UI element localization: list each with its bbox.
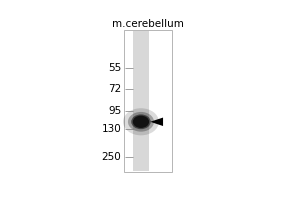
Text: 130: 130 [101,124,121,134]
Ellipse shape [123,108,159,135]
Text: 72: 72 [108,84,121,94]
Ellipse shape [128,112,154,132]
Bar [134,31,148,171]
Text: 55: 55 [108,63,121,73]
Ellipse shape [131,114,151,129]
Text: m.cerebellum: m.cerebellum [112,19,184,29]
Polygon shape [150,118,163,126]
Ellipse shape [133,116,149,128]
Text: 250: 250 [101,152,121,162]
Bar [124,30,172,172]
Text: 95: 95 [108,106,121,116]
